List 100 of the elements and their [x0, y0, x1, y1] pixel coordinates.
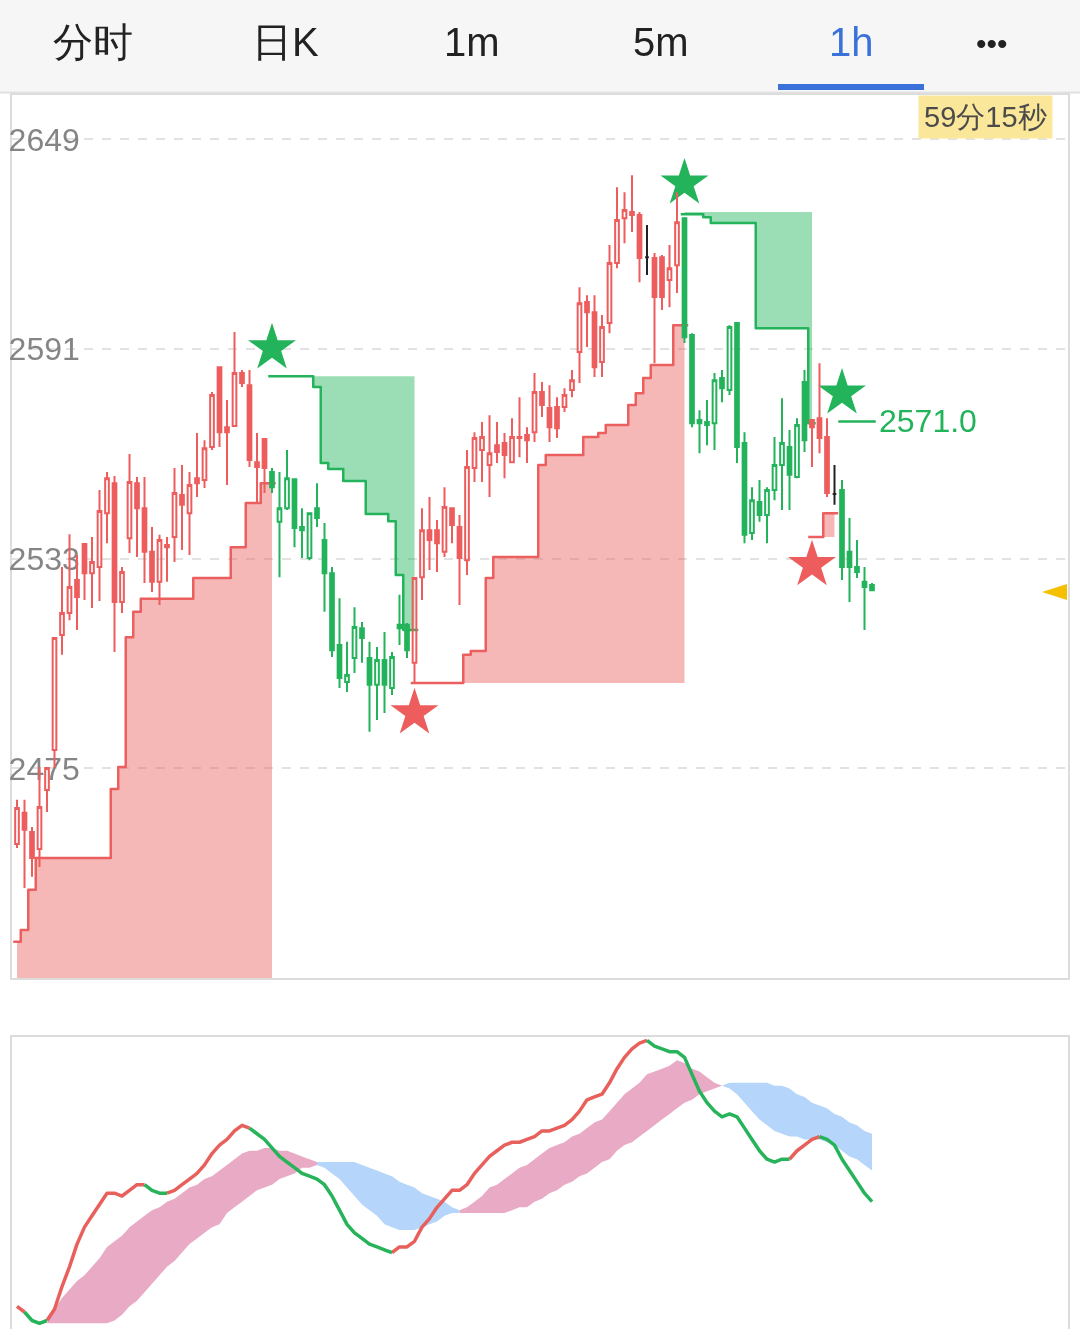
candlestick — [284, 448, 290, 511]
candlestick — [141, 476, 148, 584]
candlestick — [119, 566, 125, 614]
candlestick — [314, 482, 320, 528]
candlestick — [299, 507, 305, 560]
candlestick — [449, 507, 455, 545]
candlestick — [779, 397, 785, 511]
text: ••• — [976, 27, 1008, 60]
point — [818, 367, 866, 414]
text: 5m — [633, 20, 689, 64]
candlestick — [486, 414, 493, 498]
candlestick — [839, 478, 845, 582]
candlestick — [126, 452, 133, 554]
candlestick — [321, 521, 328, 613]
candlestick — [726, 324, 733, 396]
candlestick — [239, 369, 245, 389]
candlestick — [629, 174, 635, 233]
candlestick — [366, 640, 373, 733]
candlestick — [246, 369, 253, 468]
candlestick — [29, 825, 35, 878]
candlestick — [96, 489, 103, 603]
candlestick — [149, 525, 155, 593]
candlestick — [216, 366, 223, 449]
candlestick — [269, 467, 275, 494]
candlestick — [434, 519, 440, 574]
candlestick — [546, 384, 553, 443]
candlestick — [479, 421, 485, 484]
text: 1m — [444, 20, 500, 64]
candlestick — [636, 211, 643, 284]
candlestick — [441, 486, 448, 558]
candlestick — [666, 244, 673, 309]
candlestick — [719, 369, 725, 404]
candlestick — [599, 314, 605, 378]
candlestick — [164, 536, 170, 583]
candlestick — [659, 254, 665, 312]
candlestick — [359, 620, 365, 664]
candlestick — [501, 431, 508, 480]
candlestick — [711, 371, 718, 451]
candlestick — [531, 371, 538, 443]
candlestick — [689, 332, 695, 429]
candlestick — [591, 294, 598, 378]
candlestick — [749, 486, 755, 541]
candlestick — [471, 431, 478, 484]
candlestick — [494, 421, 500, 464]
candlestick — [576, 286, 583, 385]
candlestick — [741, 431, 748, 545]
candlestick — [509, 417, 515, 464]
candlestick — [734, 322, 740, 464]
candlestick — [351, 606, 358, 674]
candlestick — [516, 396, 523, 459]
candlestick — [554, 396, 560, 440]
candlestick — [786, 429, 793, 511]
candlestick — [194, 431, 200, 498]
candlestick — [201, 439, 208, 489]
candlestick — [171, 467, 178, 563]
candlestick — [276, 470, 283, 579]
candlestick — [764, 486, 770, 545]
text: 分时 — [53, 20, 133, 64]
candlestick — [426, 495, 433, 571]
candlestick — [111, 474, 118, 653]
candlestick — [756, 478, 763, 523]
candlestick — [179, 464, 185, 552]
candlestick — [81, 542, 88, 601]
candlestick — [794, 417, 800, 480]
candlestick — [809, 418, 815, 468]
candlestick — [224, 399, 230, 486]
candlestick — [21, 798, 28, 889]
text: 59分15秒 — [924, 101, 1047, 133]
text: 1h — [829, 20, 874, 64]
candlestick — [704, 399, 710, 447]
candlestick — [569, 369, 575, 399]
point — [390, 687, 439, 734]
candlestick — [861, 566, 868, 631]
candlestick — [231, 331, 238, 428]
candlestick — [464, 448, 470, 576]
candlestick — [306, 512, 313, 562]
candlestick — [329, 566, 335, 659]
candlestick — [186, 470, 193, 557]
candlestick — [854, 538, 860, 579]
candlestick — [614, 186, 620, 270]
candlestick — [584, 294, 590, 348]
data-label: 2571.0 — [879, 403, 977, 439]
candlestick — [419, 507, 425, 601]
y-tick-label: 2591 — [8, 331, 80, 368]
candlestick — [644, 224, 650, 276]
candlestick — [381, 631, 388, 715]
candlestick — [831, 464, 838, 506]
candlestick — [561, 387, 568, 413]
candlestick — [539, 380, 545, 419]
candlestick — [14, 798, 20, 849]
candlestick — [771, 435, 778, 502]
candlestick — [336, 597, 343, 690]
candlestick — [134, 476, 140, 558]
point — [660, 157, 709, 204]
candlestick — [156, 533, 163, 606]
candlestick — [606, 244, 613, 335]
y-tick-label: 2649 — [8, 121, 80, 158]
candlestick — [696, 409, 703, 455]
point — [248, 322, 296, 369]
candlestick — [104, 470, 110, 545]
